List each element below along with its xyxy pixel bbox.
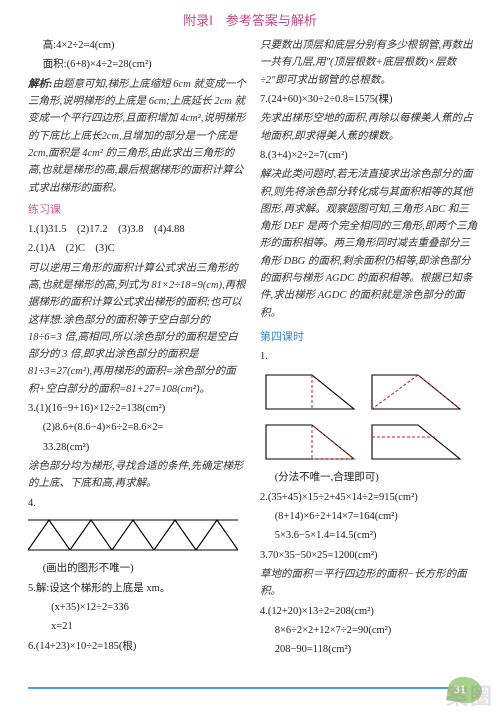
content-columns: 高:4×2÷2=4(cm) 面积:(6+8)×4÷2=28(cm²) 解析:由题… xyxy=(0,37,500,661)
left-p4note: (画出的图形不唯一) xyxy=(28,560,246,577)
right-r4a: 4.(12+20)×13÷2=208(cm²) xyxy=(260,603,478,620)
trapezoid-row-1 xyxy=(260,369,478,415)
right-analysis-3: 解决此类问题时,若无法直接求出涂色部分的面积,则先将涂色部分转化成与其面积相等的… xyxy=(260,166,478,322)
left-p4: 4. xyxy=(28,495,246,512)
trapezoid-1 xyxy=(260,369,360,415)
triangles-diagram xyxy=(28,518,238,552)
left-p5b: (x+35)×12÷2=336 xyxy=(28,599,246,616)
left-line-2: 面积:(6+8)×4÷2=28(cm²) xyxy=(28,56,246,73)
left-analysis-1: 解析:由题意可知,梯形上底缩短 6cm 就变成一个三角形,说明梯形的上底是 6c… xyxy=(28,76,246,197)
right-r1note: (分法不唯一,合理即可) xyxy=(260,469,478,486)
analysis-text: 草地的面积＝平行四边形的面积−长方形的面积。 xyxy=(260,569,467,597)
left-p5a: 5.解:设这个梯形的上底是 xm。 xyxy=(28,580,246,597)
analysis-text: 先求出梯形空地的面积,再除以每棵美人蕉的占地面积,即求得美人蕉的棵数。 xyxy=(260,113,473,141)
right-r8: 8.(3+4)×2÷2=7(cm²) xyxy=(260,147,478,164)
right-r2c: 5×3.6−5×1.4=14.5(cm²) xyxy=(260,527,478,544)
analysis-text: 由题意可知,梯形上底缩短 6cm 就变成一个三角形,说明梯形的上底是 6cm;上… xyxy=(28,79,246,194)
analysis-text: 解决此类问题时,若无法直接求出涂色部分的面积,则先将涂色部分转化成与其面积相等的… xyxy=(260,169,477,319)
watermark: 案圈 xyxy=(446,679,494,711)
trapezoid-3 xyxy=(260,419,360,465)
left-p5c: x=21 xyxy=(28,618,246,635)
right-column: 只要数出顶层和底层分别有多少根钢管,再数出一共有几层,用"(顶层根数+底层根数)… xyxy=(260,37,478,661)
lesson-4-title: 第四课时 xyxy=(260,328,478,346)
left-p3b: (2)8.6+(8.6−4)×6÷2=8.6×2= xyxy=(28,419,246,436)
trapezoid-row-2 xyxy=(260,419,478,465)
right-r7: 7.(24+60)×30÷2÷0.8=1575(棵) xyxy=(260,91,478,108)
right-r3: 3.70×35−50×25=1200(cm²) xyxy=(260,547,478,564)
trapezoid-2 xyxy=(366,369,466,415)
analysis-text: 只要数出顶层和底层分别有多少根钢管,再数出一共有几层,用"(顶层根数+底层根数)… xyxy=(260,40,473,86)
left-analysis-2: 可以逆用三角形的面积计算公式求出三角形的高,也就是梯形的高,列式为 81×2÷1… xyxy=(28,260,246,399)
right-r4c: 208−90=118(cm²) xyxy=(260,641,478,658)
footer-line xyxy=(28,687,478,689)
left-p6: 6.(14+23)×10÷2=185(根) xyxy=(28,638,246,655)
right-r2b: (8+14)×6÷2+14×7=164(cm²) xyxy=(260,508,478,525)
left-p3a: 3.(1)(16−9+16)×12÷2=138(cm²) xyxy=(28,400,246,417)
trapezoid-4 xyxy=(366,419,466,465)
right-analysis-4: 草地的面积＝平行四边形的面积−长方形的面积。 xyxy=(260,566,478,601)
left-p2: 2.(1)A (2)C (3)C xyxy=(28,240,246,257)
left-line-1: 高:4×2÷2=4(cm) xyxy=(28,37,246,54)
left-p3c: 33.28(cm²) xyxy=(28,439,246,456)
analysis-text: 可以逆用三角形的面积计算公式求出三角形的高,也就是梯形的高,列式为 81×2÷1… xyxy=(28,263,246,395)
analysis-text: 涂色部分均为梯形,寻找合适的条件,先确定梯形的上底、下底和高,再求解。 xyxy=(28,461,243,489)
right-analysis-2: 先求出梯形空地的面积,再除以每棵美人蕉的占地面积,即求得美人蕉的棵数。 xyxy=(260,110,478,145)
left-analysis-3: 涂色部分均为梯形,寻找合适的条件,先确定梯形的上底、下底和高,再求解。 xyxy=(28,458,246,493)
right-r1: 1. xyxy=(260,348,478,365)
left-p1: 1.(1)31.5 (2)17.2 (3)3.8 (4)4.88 xyxy=(28,221,246,238)
right-analysis-1: 只要数出顶层和底层分别有多少根钢管,再数出一共有几层,用"(顶层根数+底层根数)… xyxy=(260,37,478,89)
page-header: 附录Ⅰ 参考答案与解析 xyxy=(0,0,500,37)
practice-title: 练习课 xyxy=(28,201,246,219)
right-r2a: 2.(35+45)×15÷2+45×14÷2=915(cm²) xyxy=(260,489,478,506)
right-r4b: 8×6÷2×2+12×7÷2=90(cm²) xyxy=(260,622,478,639)
left-column: 高:4×2÷2=4(cm) 面积:(6+8)×4÷2=28(cm²) 解析:由题… xyxy=(28,37,246,661)
